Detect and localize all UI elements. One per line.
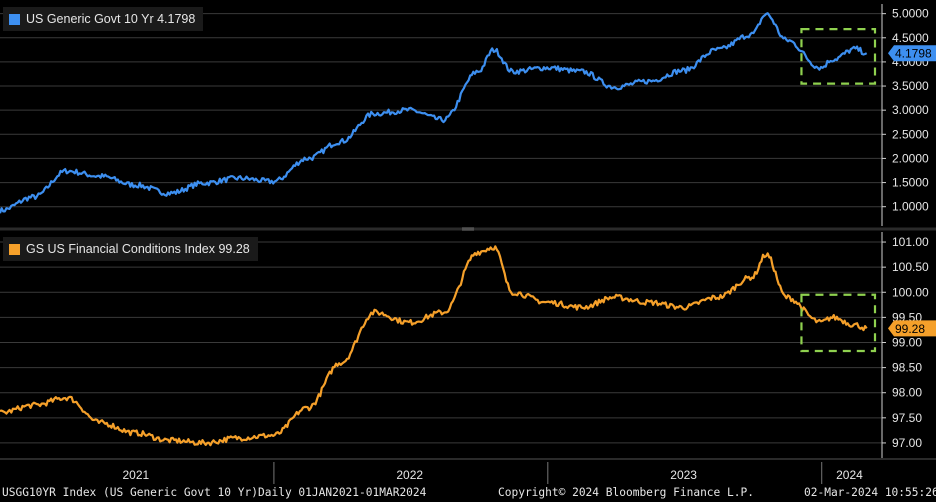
fci-tick-label: 99.00	[892, 335, 922, 349]
highlight-boxes	[800, 27, 877, 353]
series-lines	[0, 12, 868, 447]
yield-highlight-box	[800, 27, 877, 85]
fci-tick-label: 100.50	[892, 260, 929, 274]
yield-tick-label: 4.5000	[892, 31, 929, 45]
fci-tick-label: 97.50	[892, 411, 922, 425]
yield-last-value-label: 4.1798	[895, 47, 932, 61]
footer-ticker: USGG10YR Index (US Generic Govt 10 Yr)	[2, 486, 258, 499]
footer-copyright: Copyright© 2024 Bloomberg Finance L.P.	[498, 486, 754, 499]
yield-last-value-tag	[888, 45, 936, 62]
x-tick-label: 2023	[670, 468, 697, 482]
yield-tick-label: 3.0000	[892, 103, 929, 117]
bottom-panel-grid	[0, 241, 882, 444]
fci-tick-label: 98.50	[892, 361, 922, 375]
fci-tick-label: 101.00	[892, 235, 929, 249]
yield-tick-label: 1.0000	[892, 200, 929, 214]
yield-tick-label: 2.5000	[892, 127, 929, 141]
top-legend: US Generic Govt 10 Yr 4.1798	[3, 7, 204, 31]
axes: 5.00004.50004.00003.50003.00002.50002.00…	[0, 4, 936, 484]
bottom-legend-swatch	[9, 243, 20, 255]
fci-last-value-label: 99.28	[895, 322, 925, 336]
fci-tick-label: 98.00	[892, 386, 922, 400]
fci-highlight-box	[800, 293, 877, 353]
top-legend-swatch	[9, 13, 20, 25]
fci-tick-label: 100.00	[892, 285, 929, 299]
x-tick-label: 2021	[122, 468, 149, 482]
bottom-legend-label: GS US Financial Conditions Index 99.28	[26, 242, 250, 256]
footer-bar: USGG10YR Index (US Generic Govt 10 Yr) D…	[0, 484, 936, 502]
fci-tick-label: 97.00	[892, 436, 922, 450]
x-tick-label: 2022	[396, 468, 423, 482]
yield-series-line	[0, 12, 868, 214]
top-legend-label: US Generic Govt 10 Yr 4.1798	[26, 12, 196, 26]
footer-timestamp: 02-Mar-2024 10:55:26	[804, 486, 936, 499]
x-tick-label: 2024	[836, 468, 863, 482]
bottom-legend: GS US Financial Conditions Index 99.28	[3, 237, 258, 261]
fci-last-value-tag	[888, 320, 936, 337]
yield-tick-label: 1.5000	[892, 176, 929, 190]
yield-tick-label: 2.0000	[892, 151, 929, 165]
yield-tick-label: 3.5000	[892, 79, 929, 93]
top-panel-grid	[0, 13, 882, 208]
footer-range: Daily 01JAN2021-01MAR2024	[258, 486, 427, 499]
yield-tick-label: 5.0000	[892, 7, 929, 21]
fci-series-line	[0, 245, 868, 447]
